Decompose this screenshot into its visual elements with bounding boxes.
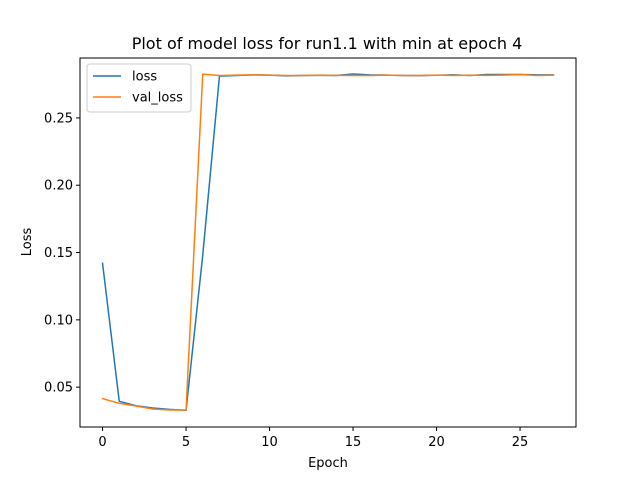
y-tick-label: 0.20 bbox=[44, 179, 73, 194]
x-tick-label: 15 bbox=[345, 435, 362, 450]
y-tick-label: 0.15 bbox=[44, 246, 73, 261]
y-axis: 0.05 0.10 0.15 0.20 0.25 bbox=[44, 111, 80, 396]
x-tick-label: 20 bbox=[428, 435, 445, 450]
x-tick-label: 0 bbox=[98, 435, 106, 450]
series-layer bbox=[101, 73, 555, 412]
series-line-loss bbox=[101, 73, 555, 412]
legend-label-val-loss: val_loss bbox=[132, 91, 183, 106]
series-line-val-loss bbox=[101, 73, 555, 411]
legend: loss val_loss bbox=[86, 63, 192, 113]
x-axis: 0 5 10 15 20 25 bbox=[98, 427, 528, 450]
y-tick-label: 0.25 bbox=[44, 111, 73, 126]
y-axis-label: Loss bbox=[20, 228, 35, 257]
axes-frame bbox=[79, 57, 577, 428]
legend-label-loss: loss bbox=[132, 70, 157, 85]
y-tick-label: 0.05 bbox=[44, 381, 73, 396]
plot-area bbox=[79, 57, 577, 428]
x-tick-label: 5 bbox=[182, 435, 190, 450]
y-tick-label: 0.10 bbox=[44, 313, 73, 328]
x-tick-label: 25 bbox=[512, 435, 529, 450]
x-tick-label: 10 bbox=[261, 435, 278, 450]
x-axis-label: Epoch bbox=[308, 456, 348, 471]
chart-title: Plot of model loss for run1.1 with min a… bbox=[132, 34, 523, 53]
